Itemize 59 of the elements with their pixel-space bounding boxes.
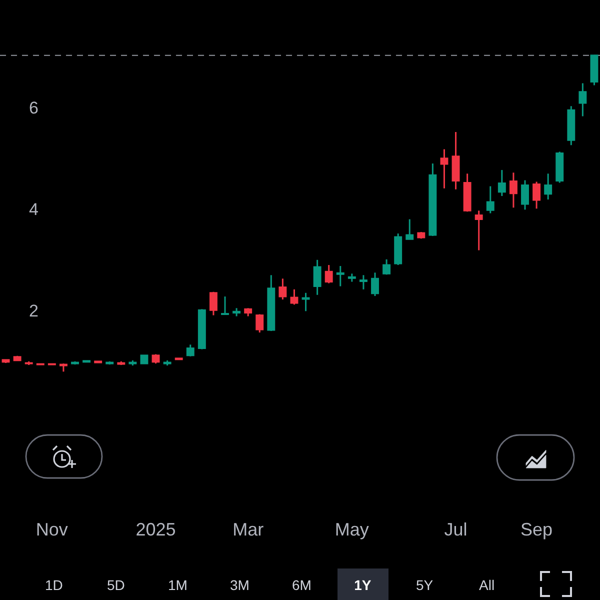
x-tick-label: May	[334, 519, 369, 540]
y-tick-label: 4	[29, 200, 38, 220]
candlestick	[302, 292, 310, 312]
candlestick	[394, 232, 402, 266]
candlestick	[532, 180, 541, 210]
candlestick	[267, 274, 276, 332]
candlestick	[406, 218, 414, 240]
annotation: 5Y	[416, 577, 434, 593]
annotation: 1D	[45, 577, 63, 593]
candlestick	[544, 172, 552, 200]
candlestick	[556, 151, 564, 184]
candlestick	[198, 308, 206, 350]
candlestick	[209, 291, 218, 316]
candlestick	[313, 259, 322, 296]
annotation: 3M	[230, 577, 250, 593]
candlestick	[336, 265, 344, 288]
candlestick	[278, 278, 287, 300]
candlestick	[452, 131, 460, 190]
x-tick-label: Nov	[36, 519, 68, 540]
x-tick-label: Mar	[232, 519, 264, 540]
candlestick	[428, 162, 437, 237]
candlestick	[521, 179, 529, 210]
candlestick	[221, 296, 229, 316]
candlestick	[509, 172, 518, 208]
candlestick	[359, 274, 368, 290]
candlestick	[128, 360, 137, 366]
candlestick	[59, 362, 68, 372]
candlestick	[417, 231, 426, 240]
annotation: All	[479, 577, 495, 593]
candlestick	[498, 169, 506, 197]
candlestick	[290, 288, 298, 306]
candlestick	[232, 307, 241, 317]
x-tick-label: Jul	[444, 519, 468, 540]
annotation: 1M	[168, 577, 188, 593]
candlestick	[163, 360, 172, 366]
candlestick	[256, 313, 264, 334]
candlestick	[463, 172, 472, 212]
candlestick	[567, 105, 576, 146]
annotation: 5D	[107, 577, 125, 593]
x-tick-label: 2025	[136, 519, 176, 540]
y-tick-label: 2	[29, 302, 38, 321]
x-tick-label: Sep	[520, 519, 553, 540]
candlestick	[2, 359, 10, 364]
candlestick	[486, 186, 494, 214]
candlestick	[382, 258, 391, 276]
candlestick	[186, 344, 194, 358]
candlestick	[13, 355, 22, 362]
candlestick	[474, 210, 483, 251]
candlestick	[348, 272, 356, 282]
candlestick	[371, 272, 379, 297]
annotation: 1Y	[354, 577, 372, 593]
candlestick	[152, 354, 160, 364]
candlestick	[590, 54, 598, 86]
annotation: 6M	[292, 577, 312, 593]
candlestick	[440, 148, 448, 190]
y-tick-label: 6	[29, 98, 38, 118]
candlestick	[244, 307, 252, 317]
candlestick	[578, 82, 587, 117]
candlestick	[324, 264, 333, 284]
